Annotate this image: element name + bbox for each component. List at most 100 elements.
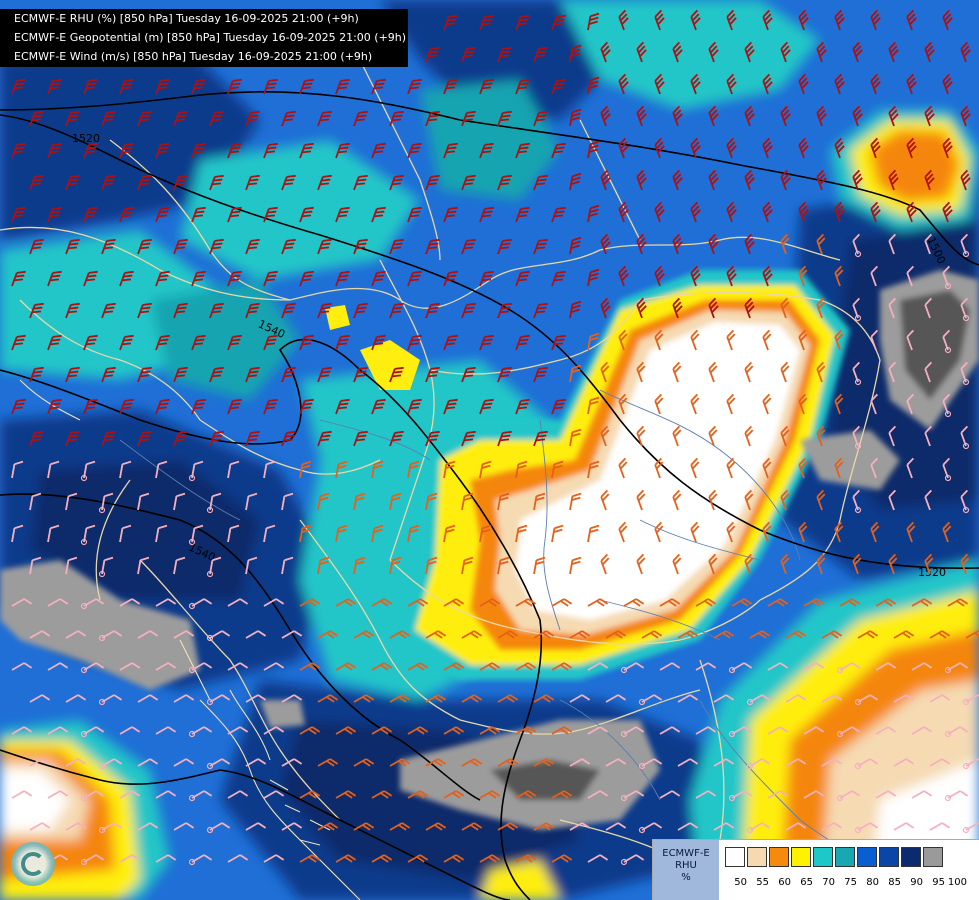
wind-barb [587, 460, 600, 479]
legend-swatch [791, 847, 811, 867]
wind-barb [785, 758, 807, 767]
wind-barb [173, 822, 195, 831]
country-borders [0, 59, 881, 861]
wind-barb [119, 398, 134, 415]
wind-barb [29, 492, 42, 511]
wind-barb [335, 78, 350, 95]
wind-barb [854, 694, 879, 706]
wind-barb [371, 78, 386, 95]
wind-barb [173, 238, 188, 255]
wind-barb [191, 142, 206, 159]
wind-barb [533, 302, 548, 319]
wind-barb [371, 726, 393, 735]
wind-barb [636, 425, 646, 447]
rhu-region-70-north [560, 0, 820, 110]
wind-barb [780, 489, 790, 511]
wind-barb [137, 822, 159, 831]
wind-barb [587, 524, 600, 543]
wind-barb [461, 174, 476, 191]
wind-barb [497, 238, 512, 255]
wind-barb [29, 366, 44, 383]
wind-barb [353, 430, 368, 447]
wind-barb [335, 206, 350, 223]
rhu-region-95-southwest [0, 560, 200, 690]
wind-barb [533, 366, 548, 383]
legend-swatch [923, 847, 943, 867]
wind-barb [173, 556, 186, 575]
wind-barb [834, 73, 845, 95]
wind-barb [924, 489, 933, 511]
wind-barb [65, 556, 78, 575]
wind-barb [353, 630, 375, 639]
wind-barb [389, 556, 402, 575]
wind-barb [605, 630, 627, 639]
wind-barb [713, 694, 735, 703]
rhu-region-100-east [900, 290, 970, 400]
wind-barb [690, 137, 701, 159]
wind-barbs [11, 9, 979, 866]
wind-barb [690, 393, 700, 415]
wind-barb [497, 302, 512, 319]
wind-barb [798, 457, 808, 479]
wind-barb [569, 236, 582, 255]
wind-barb [209, 238, 224, 255]
wind-barb [407, 334, 422, 351]
wind-barb [353, 694, 375, 703]
wind-barb [726, 73, 737, 95]
wind-barb [929, 630, 951, 639]
wind-barb [155, 398, 170, 415]
wind-barb [744, 297, 755, 319]
wind-barb [551, 726, 573, 735]
wind-barb [389, 366, 404, 383]
wind-barb [155, 270, 170, 287]
wind-barb [924, 361, 933, 383]
wind-barb [834, 521, 844, 543]
wind-barb [227, 662, 249, 671]
wind-barb [746, 822, 771, 834]
contour-1540-south [0, 493, 481, 801]
wind-barb [672, 489, 682, 511]
wind-barb [852, 297, 862, 322]
wind-barb [137, 556, 150, 575]
wind-barb [672, 169, 683, 191]
wind-barb [353, 238, 368, 255]
wind-barb [839, 598, 861, 607]
legend-tick: 70 [822, 877, 835, 888]
rhu-region-50-sw-corner [0, 770, 70, 830]
wind-barb [713, 758, 735, 767]
wind-barb [762, 9, 773, 31]
wind-barb [479, 726, 501, 735]
wind-barb [762, 329, 772, 351]
wind-barb [906, 521, 916, 543]
wind-barb [371, 334, 386, 351]
wind-barb [762, 521, 772, 543]
wind-barb [924, 233, 933, 255]
wind-barb [461, 492, 474, 511]
wind-barb [600, 489, 610, 511]
wind-barb [227, 726, 249, 735]
wind-barb [11, 78, 26, 95]
wind-barb [227, 460, 240, 479]
wind-barb [695, 726, 717, 735]
wind-barb [744, 41, 755, 63]
wind-barb [443, 662, 465, 671]
wind-barb [618, 521, 628, 543]
wind-barb [834, 201, 845, 223]
legend-tick: 80 [866, 877, 879, 888]
wind-barb [206, 556, 222, 578]
wind-barb [569, 428, 582, 447]
wind-barb [942, 137, 953, 159]
wind-barb [425, 758, 447, 767]
wind-barb [83, 142, 98, 159]
wind-barb [11, 662, 33, 671]
wind-barb [713, 822, 735, 831]
wind-barb [227, 270, 242, 287]
wind-barb [407, 524, 420, 543]
wind-barb [317, 174, 332, 191]
wind-barb [263, 334, 278, 351]
wind-barb [888, 233, 897, 255]
wind-barb [780, 233, 790, 255]
wind-barb [335, 790, 357, 799]
map-title-box: ECMWF-E RHU (%) [850 hPa] Tuesday 16-09-… [0, 9, 408, 67]
wind-barb [98, 630, 123, 642]
